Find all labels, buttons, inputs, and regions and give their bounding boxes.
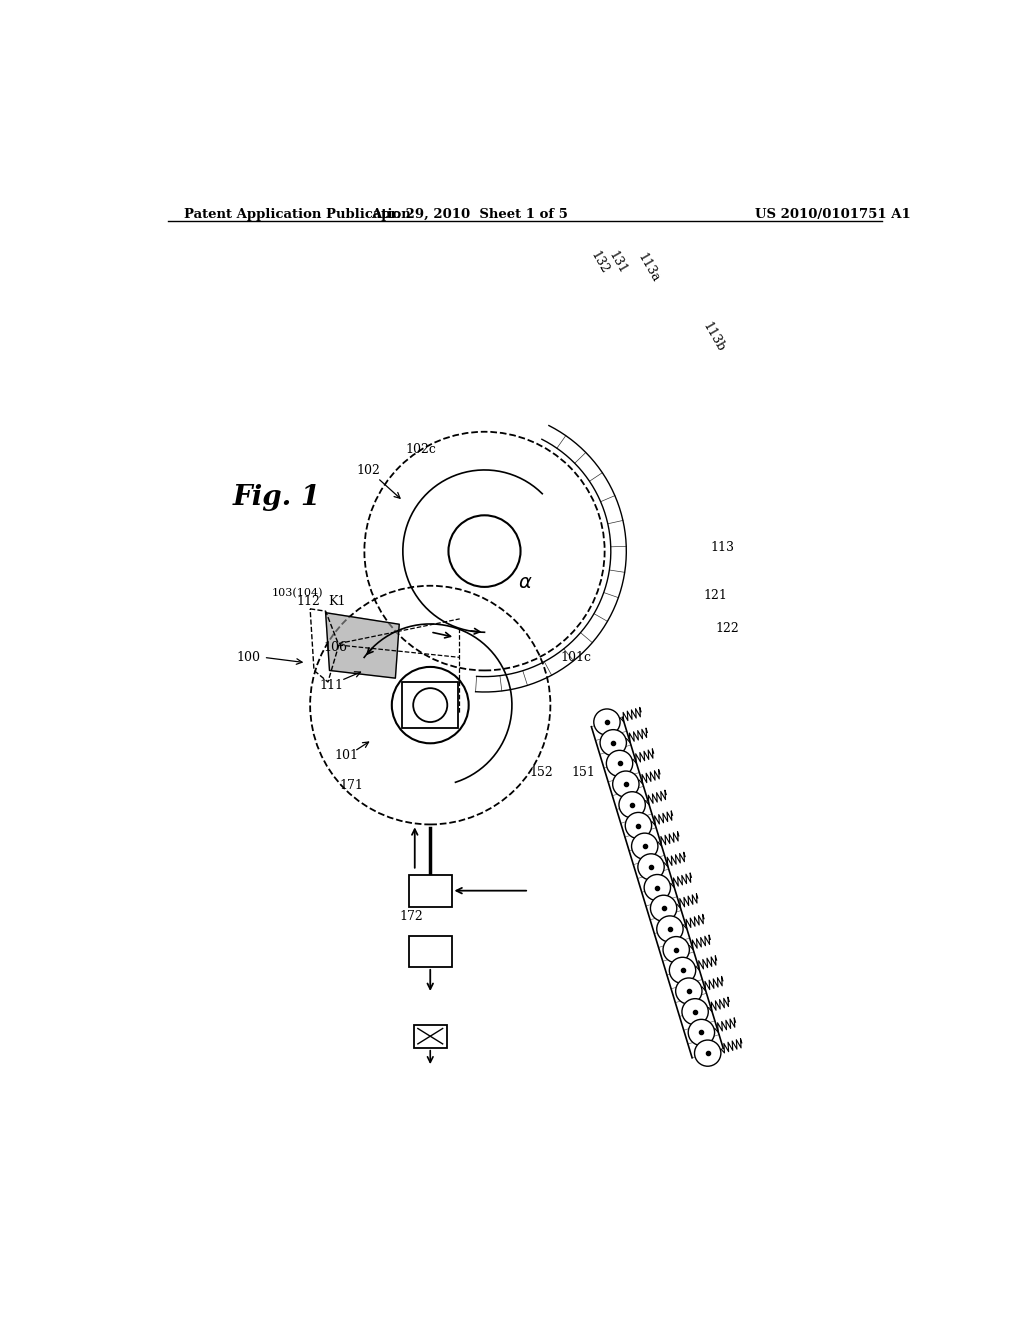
Text: 101: 101: [335, 748, 358, 762]
Text: 100: 100: [237, 651, 260, 664]
Text: 152: 152: [529, 767, 553, 779]
Text: 172: 172: [399, 911, 423, 924]
Text: 132: 132: [588, 248, 610, 276]
Ellipse shape: [632, 833, 657, 859]
Ellipse shape: [644, 875, 671, 900]
Text: 103(104): 103(104): [271, 589, 323, 598]
Text: 112: 112: [296, 594, 321, 607]
Polygon shape: [326, 612, 399, 678]
Text: US 2010/0101751 A1: US 2010/0101751 A1: [755, 209, 910, 222]
Text: 101c: 101c: [560, 651, 592, 664]
Text: 131: 131: [606, 248, 630, 276]
Ellipse shape: [688, 1019, 715, 1045]
Bar: [402, 682, 458, 729]
Text: 102c: 102c: [406, 444, 436, 455]
Bar: [409, 936, 452, 966]
Text: 122: 122: [716, 622, 739, 635]
Ellipse shape: [600, 730, 627, 756]
Ellipse shape: [676, 978, 702, 1005]
Text: 111: 111: [319, 680, 343, 693]
Text: $\alpha$: $\alpha$: [517, 574, 532, 593]
Ellipse shape: [664, 937, 689, 962]
Text: 113b: 113b: [699, 319, 727, 354]
Ellipse shape: [638, 854, 665, 880]
Text: 113: 113: [711, 541, 735, 554]
Text: Fig. 1: Fig. 1: [232, 483, 321, 511]
Ellipse shape: [594, 709, 621, 735]
Ellipse shape: [606, 750, 633, 776]
Text: 151: 151: [571, 767, 595, 779]
Ellipse shape: [612, 771, 639, 797]
Text: 171: 171: [339, 779, 364, 792]
Ellipse shape: [670, 957, 695, 983]
Ellipse shape: [694, 1040, 721, 1067]
Text: Apr. 29, 2010  Sheet 1 of 5: Apr. 29, 2010 Sheet 1 of 5: [371, 209, 567, 222]
Ellipse shape: [618, 792, 645, 818]
Ellipse shape: [626, 812, 651, 838]
Text: K1: K1: [328, 594, 345, 607]
Ellipse shape: [656, 916, 683, 942]
Text: Patent Application Publication: Patent Application Publication: [183, 209, 411, 222]
Text: 121: 121: [703, 589, 727, 602]
Bar: [409, 875, 452, 907]
Bar: [414, 1024, 446, 1048]
Text: 106: 106: [324, 640, 348, 653]
Text: 113a: 113a: [635, 251, 663, 285]
Ellipse shape: [650, 895, 677, 921]
Ellipse shape: [682, 999, 709, 1024]
Text: 102: 102: [356, 463, 380, 477]
